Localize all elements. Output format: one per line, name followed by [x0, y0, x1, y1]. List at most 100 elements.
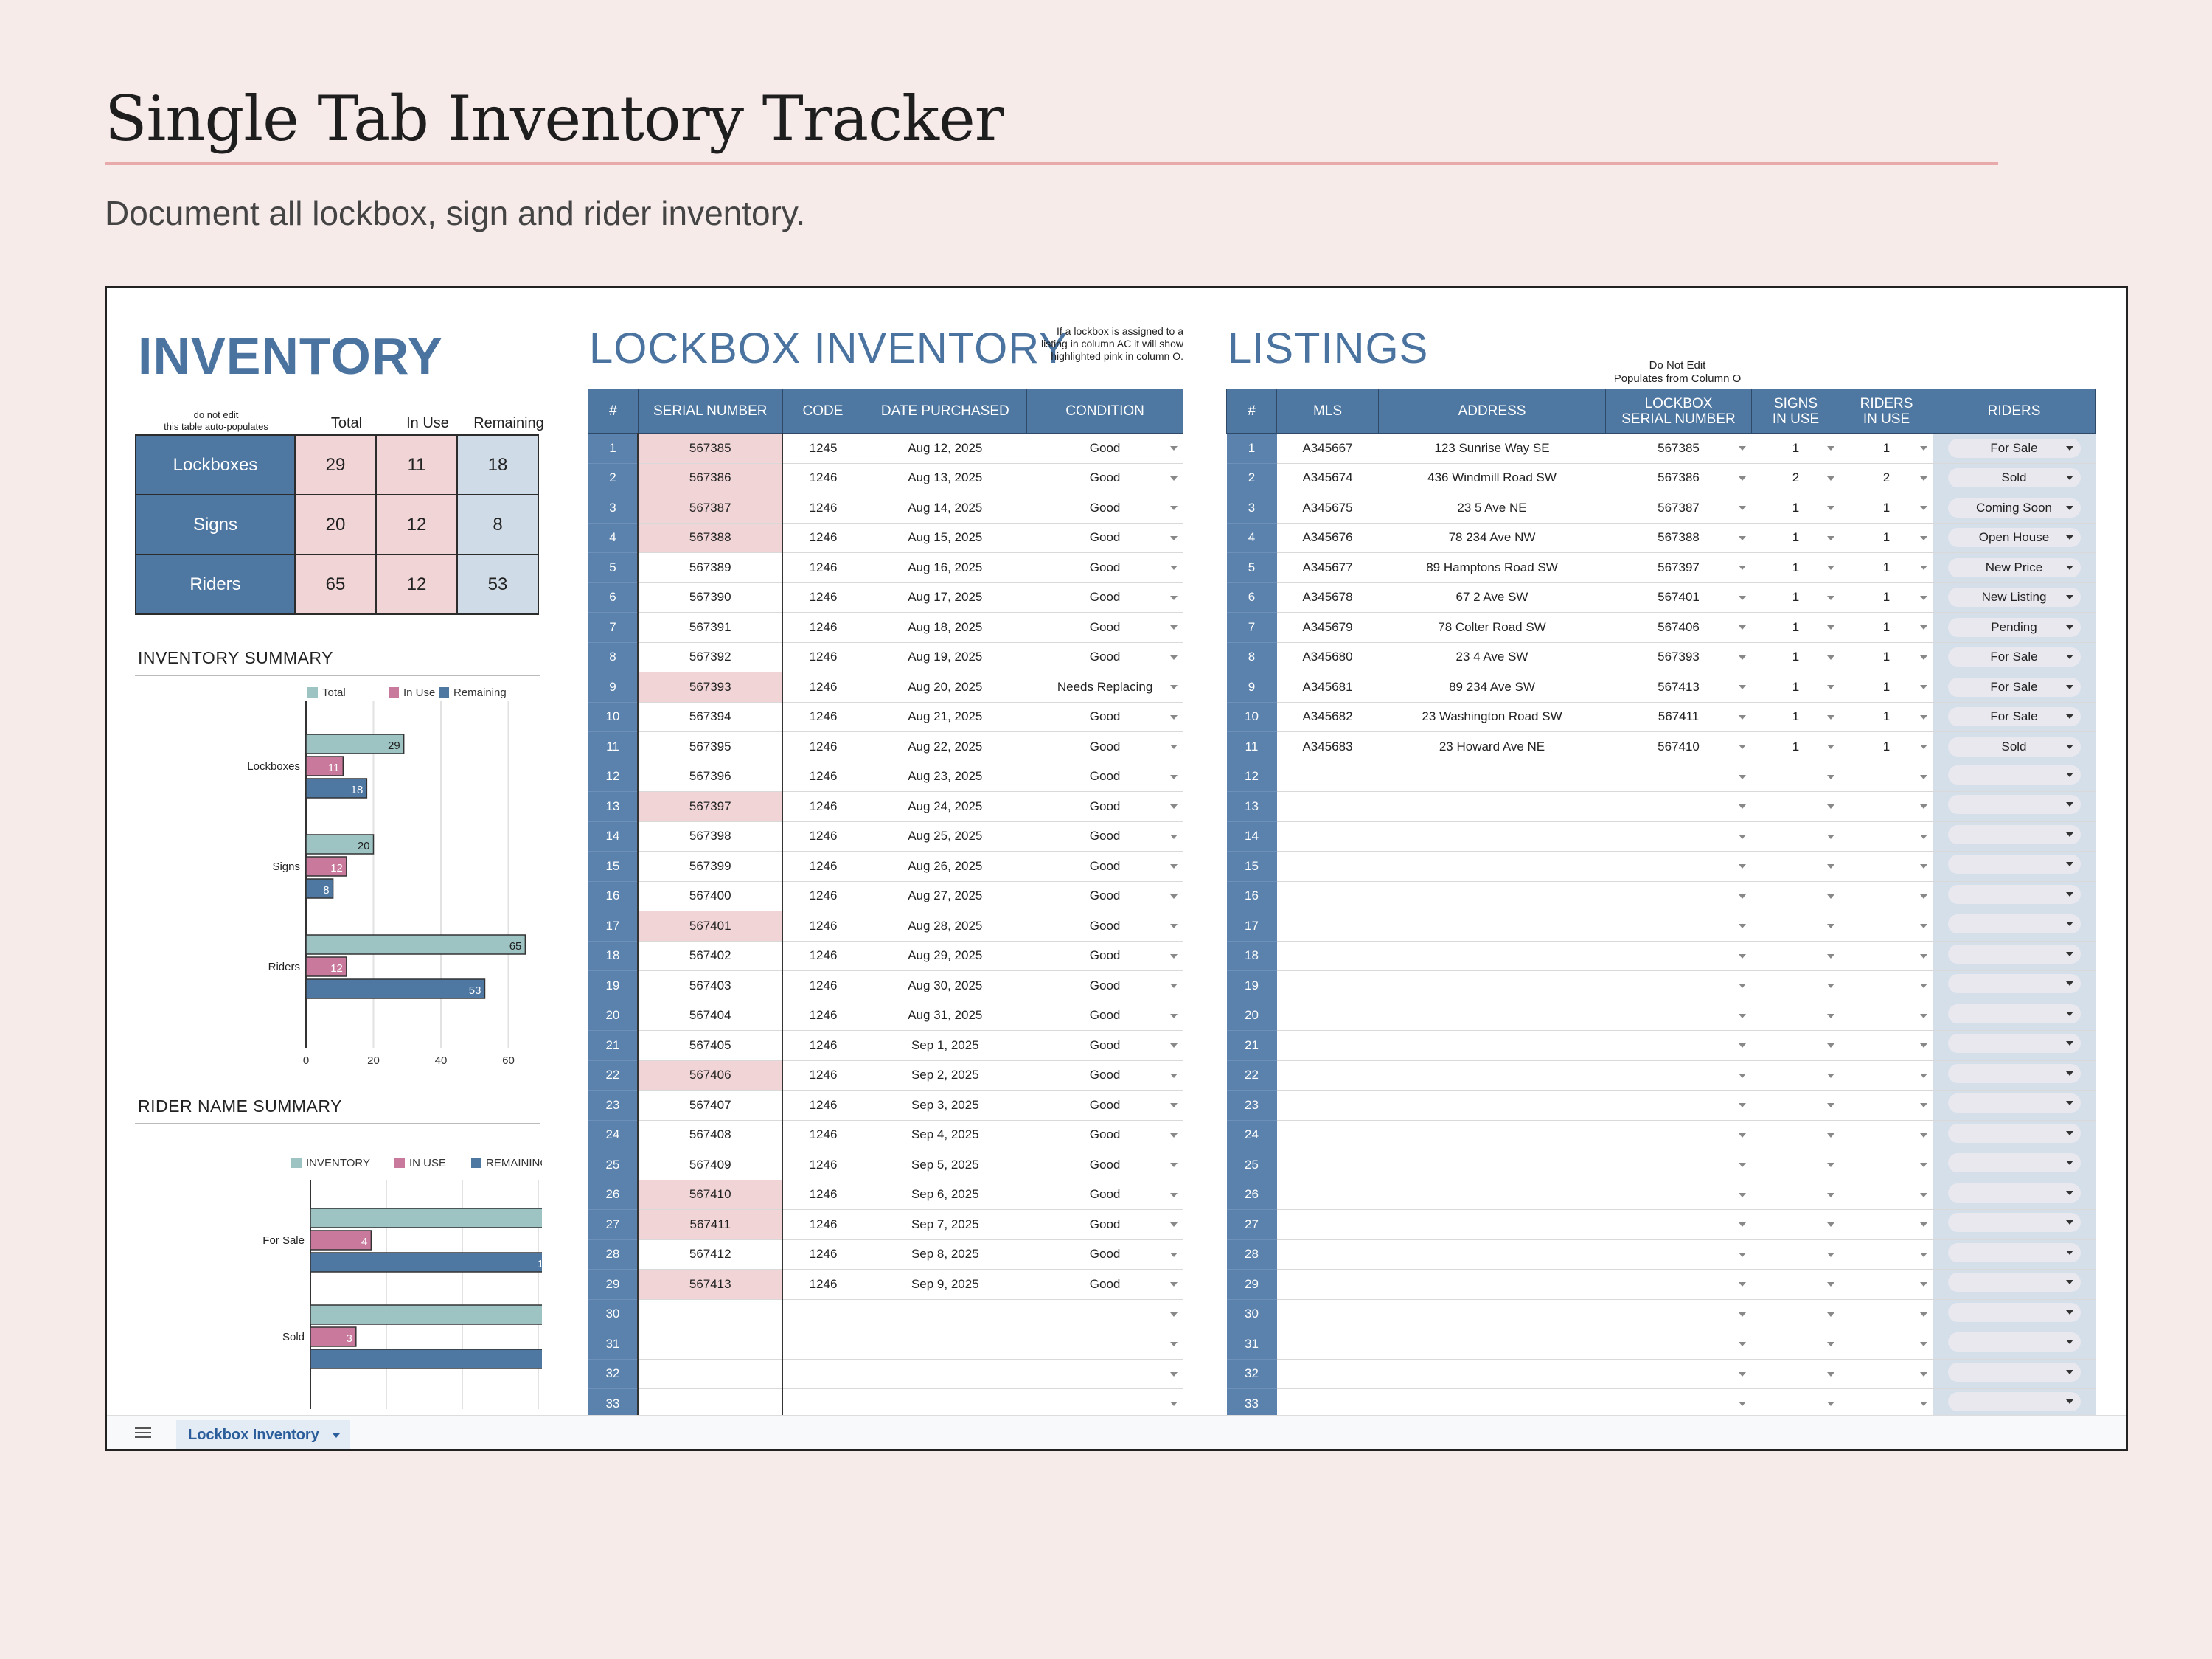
condition-dropdown[interactable]: Good [1026, 433, 1183, 464]
all-sheets-menu-icon[interactable] [135, 1427, 151, 1441]
date-cell[interactable] [863, 1388, 1027, 1415]
row-number[interactable]: 25 [588, 1150, 639, 1180]
serial-cell[interactable]: 567400 [637, 881, 784, 911]
address-cell[interactable] [1378, 1239, 1606, 1270]
mls-cell[interactable] [1276, 1120, 1379, 1150]
lockbox-serial-dropdown[interactable] [1605, 1150, 1752, 1180]
rider-dropdown[interactable] [1933, 851, 2096, 882]
rider-chip[interactable] [1947, 1273, 2081, 1293]
date-cell[interactable]: Sep 2, 2025 [863, 1060, 1027, 1091]
address-cell[interactable]: 89 234 Ave SW [1378, 672, 1606, 703]
row-number[interactable]: 6 [1226, 582, 1277, 613]
riders-in-use-dropdown[interactable] [1840, 1090, 1933, 1121]
serial-cell[interactable]: 567389 [637, 552, 784, 583]
serial-cell[interactable]: 567391 [637, 612, 784, 643]
signs-dropdown[interactable] [1751, 1239, 1840, 1270]
riders-in-use-dropdown[interactable] [1840, 1329, 1933, 1360]
code-cell[interactable] [782, 1329, 863, 1360]
signs-dropdown[interactable]: 2 [1751, 463, 1840, 493]
row-number[interactable]: 12 [588, 762, 639, 792]
row-number[interactable]: 18 [1226, 941, 1277, 971]
condition-dropdown[interactable]: Good [1026, 1060, 1183, 1091]
rider-dropdown[interactable] [1933, 1269, 2096, 1300]
rider-dropdown[interactable]: Sold [1933, 731, 2096, 762]
condition-dropdown[interactable]: Needs Replacing [1026, 672, 1183, 703]
address-cell[interactable]: 23 Washington Road SW [1378, 702, 1606, 732]
col-header-condition[interactable]: CONDITION [1026, 389, 1183, 434]
condition-dropdown[interactable]: Good [1026, 523, 1183, 553]
condition-dropdown[interactable]: Good [1026, 1120, 1183, 1150]
signs-dropdown[interactable] [1751, 1030, 1840, 1061]
row-number[interactable]: 1 [588, 433, 639, 464]
serial-cell[interactable]: 567405 [637, 1030, 784, 1061]
inventory-total[interactable]: 20 [294, 494, 377, 555]
mls-cell[interactable] [1276, 1329, 1379, 1360]
row-number[interactable]: 1 [1226, 433, 1277, 464]
row-number[interactable]: 32 [1226, 1359, 1277, 1389]
address-cell[interactable] [1378, 1060, 1606, 1091]
riders-in-use-dropdown[interactable]: 1 [1840, 552, 1933, 583]
code-cell[interactable]: 1246 [782, 1090, 863, 1121]
row-number[interactable]: 23 [588, 1090, 639, 1121]
date-cell[interactable]: Aug 19, 2025 [863, 642, 1027, 672]
date-cell[interactable]: Aug 24, 2025 [863, 791, 1027, 822]
rider-chip[interactable]: For Sale [1947, 438, 2081, 458]
rider-chip[interactable]: Pending [1947, 617, 2081, 637]
rider-dropdown[interactable] [1933, 1120, 2096, 1150]
riders-in-use-dropdown[interactable] [1840, 821, 1933, 852]
mls-cell[interactable] [1276, 1030, 1379, 1061]
date-cell[interactable]: Aug 28, 2025 [863, 911, 1027, 942]
mls-cell[interactable] [1276, 1359, 1379, 1389]
col-header-code[interactable]: CODE [782, 389, 864, 434]
row-number[interactable]: 22 [588, 1060, 639, 1091]
date-cell[interactable]: Aug 14, 2025 [863, 493, 1027, 524]
signs-dropdown[interactable] [1751, 1299, 1840, 1329]
col-header-lockbox-serial[interactable]: LOCKBOX SERIAL NUMBER [1605, 389, 1752, 434]
signs-dropdown[interactable] [1751, 1150, 1840, 1180]
mls-cell[interactable] [1276, 1299, 1379, 1329]
condition-dropdown[interactable]: Good [1026, 582, 1183, 613]
signs-dropdown[interactable] [1751, 1329, 1840, 1360]
row-number[interactable]: 20 [588, 1001, 639, 1031]
mls-cell[interactable] [1276, 970, 1379, 1001]
riders-in-use-dropdown[interactable] [1840, 1209, 1933, 1240]
lockbox-serial-dropdown[interactable]: 567397 [1605, 552, 1752, 583]
rider-chip[interactable]: New Listing [1947, 588, 2081, 608]
mls-cell[interactable] [1276, 1060, 1379, 1091]
row-number[interactable]: 23 [1226, 1090, 1277, 1121]
rider-dropdown[interactable]: Pending [1933, 612, 2096, 643]
address-cell[interactable]: 436 Windmill Road SW [1378, 463, 1606, 493]
rider-dropdown[interactable]: New Price [1933, 552, 2096, 583]
serial-cell[interactable]: 567404 [637, 1001, 784, 1031]
rider-dropdown[interactable] [1933, 1180, 2096, 1210]
serial-cell[interactable]: 567397 [637, 791, 784, 822]
rider-chip[interactable]: For Sale [1947, 677, 2081, 697]
row-number[interactable]: 7 [588, 612, 639, 643]
col-header-date[interactable]: DATE PURCHASED [863, 389, 1028, 434]
lockbox-serial-dropdown[interactable] [1605, 1388, 1752, 1415]
address-cell[interactable] [1378, 1180, 1606, 1210]
rider-dropdown[interactable] [1933, 1388, 2096, 1415]
mls-cell[interactable]: A345681 [1276, 672, 1379, 703]
date-cell[interactable]: Aug 25, 2025 [863, 821, 1027, 852]
address-cell[interactable] [1378, 1269, 1606, 1300]
row-number[interactable]: 12 [1226, 762, 1277, 792]
mls-cell[interactable]: A345679 [1276, 612, 1379, 643]
row-number[interactable]: 24 [588, 1120, 639, 1150]
rider-chip[interactable] [1947, 1153, 2081, 1173]
mls-cell[interactable] [1276, 1239, 1379, 1270]
col-header-num[interactable]: # [1226, 389, 1277, 434]
code-cell[interactable]: 1246 [782, 791, 863, 822]
rider-chip[interactable]: Sold [1947, 468, 2081, 488]
serial-cell[interactable]: 567403 [637, 970, 784, 1001]
inventory-remaining[interactable]: 18 [456, 434, 539, 495]
code-cell[interactable] [782, 1359, 863, 1389]
date-cell[interactable]: Aug 17, 2025 [863, 582, 1027, 613]
lockbox-serial-dropdown[interactable] [1605, 1180, 1752, 1210]
lockbox-serial-dropdown[interactable] [1605, 1329, 1752, 1360]
date-cell[interactable]: Aug 12, 2025 [863, 433, 1027, 464]
rider-chip[interactable]: Open House [1947, 528, 2081, 548]
date-cell[interactable]: Aug 26, 2025 [863, 851, 1027, 882]
rider-chip[interactable] [1947, 1213, 2081, 1233]
row-number[interactable]: 27 [1226, 1209, 1277, 1240]
